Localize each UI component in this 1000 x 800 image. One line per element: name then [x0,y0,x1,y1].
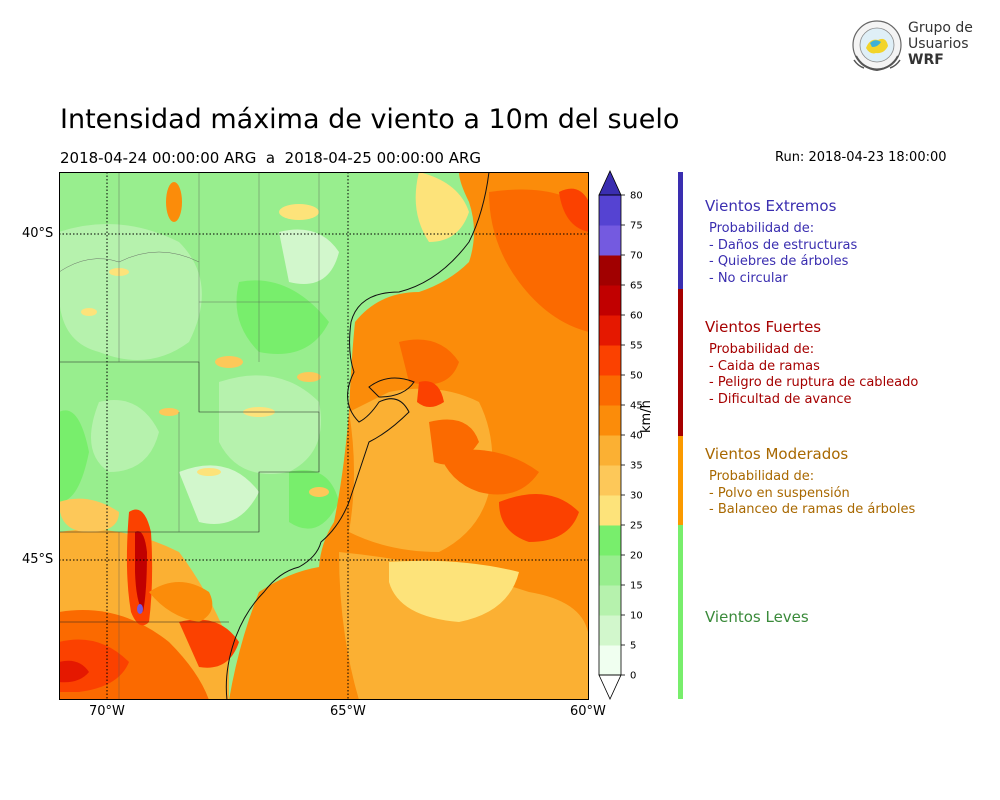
category-leves: Vientos Leves [705,608,809,626]
category-line: - Quiebres de árboles [709,254,849,269]
forecast-period: 2018-04-24 00:00:00 ARG a 2018-04-25 00:… [60,149,482,167]
colorbar-band [599,285,621,316]
colorbar-tick-label: 5 [630,641,636,652]
colorbar-tick-label: 10 [630,611,643,622]
colorbar-band [599,375,621,406]
colorbar-tick-label: 80 [630,191,643,202]
lon-label-65w: 65°W [330,704,366,719]
colorbar-band [599,525,621,556]
colorbar-tick-label: 45 [630,401,643,412]
colorbar-tick-label: 30 [630,491,643,502]
colorbar-band [599,585,621,616]
category-line: Probabilidad de: [709,221,815,236]
category-line: Probabilidad de: [709,342,815,357]
category-title: Vientos Extremos [705,197,837,215]
colorbar-extend-max [598,170,622,196]
category-line: - No circular [709,270,788,286]
map-title: Intensidad máxima de viento a 10m del su… [60,104,680,135]
colorbar-band [599,645,621,676]
logo-line-2: Usuarios [908,36,969,52]
category-line: - Daños de estructuras [709,237,858,253]
run-time: Run: 2018-04-23 18:00:00 [775,150,947,165]
category-line: - Caida de ramas [709,358,820,374]
category-title: Vientos Leves [705,608,809,626]
category-bar-fuertes [678,289,683,436]
colorbar-band [599,225,621,256]
category-extremos: Vientos Extremos Probabilidad de: - Daño… [705,197,857,287]
lon-label-60w: 60°W [570,704,606,719]
colorbar-unit: km/h [639,400,654,433]
category-bar-moderados [678,436,683,525]
globe-emblem-icon [852,20,902,72]
colorbar-tick-label: 75 [630,221,643,232]
logo: Grupo de Usuarios WRF [848,16,973,74]
colorbar-tick-label: 65 [630,281,643,292]
colorbar: 0 5 10 15 20 25 30 35 40 45 50 55 60 65 70 75 80 [598,170,643,700]
category-moderados: Vientos Moderados Probabilidad de: - Pol… [705,445,915,519]
lat-label-45s: 45°S [22,552,54,567]
colorbar-band [599,255,621,286]
colorbar-tick-label: 15 [630,581,643,592]
category-bar-leves [678,525,683,699]
colorbar-tick-label: 60 [630,311,643,322]
colorbar-extend-min [598,674,622,700]
colorbar-band [599,495,621,526]
colorbar-tick-label: 55 [630,341,643,352]
colorbar-band [599,405,621,436]
category-line: - Peligro de ruptura de cableado [709,375,919,390]
colorbar-tick-label: 70 [630,251,643,262]
lat-label-40s: 40°S [22,226,54,241]
colorbar-band [599,315,621,346]
colorbar-tick-label: 50 [630,371,643,382]
category-line: - Dificultad de avance [709,391,852,407]
colorbar-band [599,465,621,496]
category-line: Probabilidad de: [709,469,815,484]
category-bar-extremos [678,172,683,289]
category-title: Vientos Moderados [705,445,849,463]
category-fuertes: Vientos Fuertes Probabilidad de: - Caida… [705,318,918,408]
category-line: - Balanceo de ramas de árboles [709,502,916,517]
colorbar-band [599,615,621,646]
lon-label-70w: 70°W [89,704,125,719]
colorbar-tick-label: 20 [630,551,643,562]
colorbar-tick-label: 25 [630,521,643,532]
category-title: Vientos Fuertes [705,318,822,336]
colorbar-band [599,345,621,376]
colorbar-tick-label: 35 [630,461,643,472]
colorbar-tick-label: 0 [630,671,636,682]
colorbar-tick-label: 40 [630,431,643,442]
wind-map [59,172,589,700]
colorbar-band [599,195,621,226]
logo-line-1: Grupo de [908,20,973,36]
category-line: - Polvo en suspensión [709,485,850,501]
colorbar-band [599,555,621,586]
colorbar-band [599,435,621,466]
logo-line-3: WRF [908,52,944,68]
